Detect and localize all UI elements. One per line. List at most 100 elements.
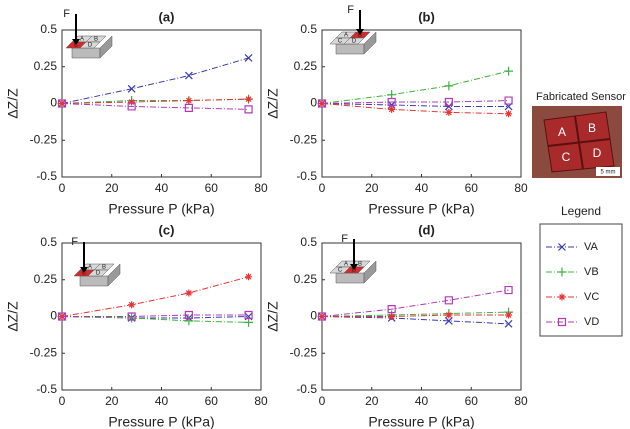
y-axis-label: ΔZ/Z — [265, 301, 281, 332]
marker — [558, 243, 566, 251]
legend-box — [539, 223, 623, 337]
force-label: F — [347, 4, 354, 16]
y-tick-label: -0.25 — [30, 345, 58, 359]
marker — [127, 102, 136, 111]
legend-label: VA — [584, 241, 599, 253]
x-tick-label: 60 — [205, 181, 219, 195]
inset-pad-label: D — [88, 43, 93, 49]
marker — [387, 305, 396, 314]
inset-pad-label: B — [358, 33, 362, 39]
y-tick-label: 0.25 — [34, 59, 58, 73]
marker — [444, 296, 453, 305]
marker — [444, 102, 453, 111]
inset-pad-label: D — [352, 39, 357, 45]
force-arrow-head — [350, 264, 358, 270]
series-line — [61, 103, 249, 110]
marker — [317, 99, 327, 108]
series-line — [321, 103, 509, 107]
x-axis-label: Pressure P (kPa) — [108, 414, 214, 429]
marker — [184, 310, 193, 320]
marker — [444, 316, 453, 325]
force-label: F — [71, 236, 78, 248]
y-tick-label: 0.25 — [34, 272, 58, 286]
photo-pad-label: C — [562, 150, 571, 164]
photo-pad-label: B — [588, 121, 596, 135]
x-tick-label: 40 — [415, 394, 429, 408]
pad-divider — [547, 138, 611, 147]
marker — [245, 273, 253, 281]
inset-pad-label: A — [344, 262, 348, 268]
x-tick-label: 0 — [59, 394, 66, 408]
y-axis-label: ΔZ/Z — [5, 88, 21, 119]
x-tick-label: 40 — [155, 181, 169, 195]
inset-side — [99, 35, 113, 59]
series-line — [61, 276, 249, 317]
inset-side — [363, 260, 377, 284]
x-tick-label: 0 — [59, 181, 66, 195]
series-line — [321, 311, 509, 317]
marker — [127, 84, 136, 93]
marker — [505, 110, 513, 118]
marker — [388, 313, 396, 320]
series-line — [61, 98, 249, 104]
x-tick-label: 80 — [254, 181, 268, 195]
photo-pad-label: D — [593, 146, 602, 160]
marker — [557, 317, 567, 327]
marker — [185, 97, 193, 105]
marker — [504, 96, 513, 105]
marker — [128, 98, 136, 106]
inset-front — [79, 275, 109, 287]
y-axis-label: ΔZ/Z — [5, 301, 21, 332]
marker — [244, 317, 254, 327]
y-tick-label: 0.25 — [294, 272, 318, 286]
marker — [444, 97, 453, 107]
legend-title: Legend — [561, 204, 601, 218]
marker — [244, 54, 253, 62]
series-line — [61, 316, 249, 323]
marker — [504, 319, 513, 328]
series-line — [321, 316, 509, 325]
y-tick-label: -0.5 — [36, 382, 57, 396]
x-tick-label: 40 — [415, 181, 429, 195]
x-axis-label: Pressure P (kPa) — [108, 201, 214, 217]
panel-title: (b) — [418, 9, 435, 24]
marker — [184, 71, 193, 80]
inset-pad — [343, 37, 365, 45]
marker — [128, 301, 136, 309]
inset-front — [71, 47, 101, 59]
marker — [185, 289, 193, 297]
marker — [184, 316, 194, 326]
x-tick-label: 80 — [514, 181, 528, 195]
x-tick-label: 20 — [365, 394, 379, 408]
marker — [244, 105, 253, 114]
panel-title: (c) — [159, 222, 175, 237]
inset-pad-label: D — [352, 268, 357, 274]
y-tick-label: -0.25 — [290, 132, 318, 146]
marker — [57, 312, 67, 321]
y-tick-label: 0.5 — [40, 235, 57, 249]
force-arrow-head — [80, 267, 88, 273]
inset-pad — [87, 269, 109, 277]
y-tick-label: -0.5 — [296, 169, 317, 183]
marker — [557, 267, 567, 277]
y-tick-label: 0.5 — [40, 22, 57, 36]
x-tick-label: 0 — [319, 394, 326, 408]
y-tick-label: 0 — [310, 309, 317, 323]
inset-pad-label: C — [74, 43, 79, 49]
series-line — [321, 100, 509, 104]
y-tick-label: -0.5 — [36, 169, 57, 183]
series-line — [62, 314, 249, 317]
y-tick-label: 0 — [50, 96, 57, 110]
inset-side — [107, 263, 121, 287]
marker — [387, 90, 397, 100]
marker — [57, 99, 67, 108]
inset-pad-label: C — [338, 39, 343, 45]
marker — [387, 97, 396, 107]
panel-title: (a) — [159, 9, 175, 24]
y-tick-label: -0.5 — [296, 382, 317, 396]
marker — [244, 310, 253, 320]
y-tick-label: 0 — [50, 309, 57, 323]
inset-pad-label: A — [88, 265, 92, 271]
force-arrow-head — [72, 39, 80, 45]
